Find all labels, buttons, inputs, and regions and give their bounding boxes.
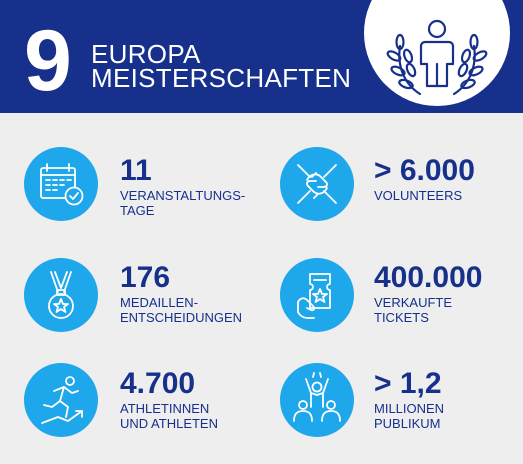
stat-icon-circle (24, 258, 98, 332)
stat-label-line-1: MEDAILLEN- (120, 295, 199, 310)
title-line-1: EUROPA (91, 39, 201, 69)
stat-icon-circle (280, 363, 354, 437)
stat-label-line-2: TAGE (120, 203, 155, 218)
stat-icon-circle (280, 258, 354, 332)
stat-icon-circle (24, 147, 98, 221)
stat-icon-circle (24, 363, 98, 437)
stat-label-line-1: VERKAUFTE (374, 295, 453, 310)
title-line-2: MEISTERSCHAFTEN (91, 63, 352, 93)
cheering-crowd-icon (293, 372, 341, 422)
stat-label-line-2: TICKETS (374, 310, 429, 325)
stat-label-line-1: VOLUNTEERS (374, 188, 463, 203)
stat-value: 4.700 (120, 367, 196, 400)
championships-count: 9 (24, 13, 72, 109)
stat-value: 400.000 (374, 261, 483, 294)
runner-icon (41, 376, 83, 424)
ticket-hand-icon (297, 273, 331, 319)
stat-value: > 1,2 (374, 367, 442, 400)
medal-icon (48, 271, 74, 319)
stat-value: > 6.000 (374, 154, 475, 187)
stat-label-line-2: ENTSCHEIDUNGEN (120, 310, 243, 325)
stat-icon-circle (280, 147, 354, 221)
stat-label-line-1: VERANSTALTUNGS- (120, 188, 246, 203)
stat-label-line-1: ATHLETINNEN (120, 401, 210, 416)
header-icon-circle (364, 0, 510, 106)
header-banner: 9 EUROPA MEISTERSCHAFTEN (0, 0, 523, 113)
stat-label-line-2: UND ATHLETEN (120, 416, 218, 431)
stat-label-line-2: PUBLIKUM (374, 416, 441, 431)
athlete-laurel-icon (386, 19, 488, 96)
stat-value: 11 (120, 154, 152, 187)
calendar-check-icon (40, 163, 84, 206)
stat-label-line-1: MILLIONEN (374, 401, 445, 416)
stat-value: 176 (120, 261, 171, 294)
joined-hands-icon (297, 164, 337, 204)
